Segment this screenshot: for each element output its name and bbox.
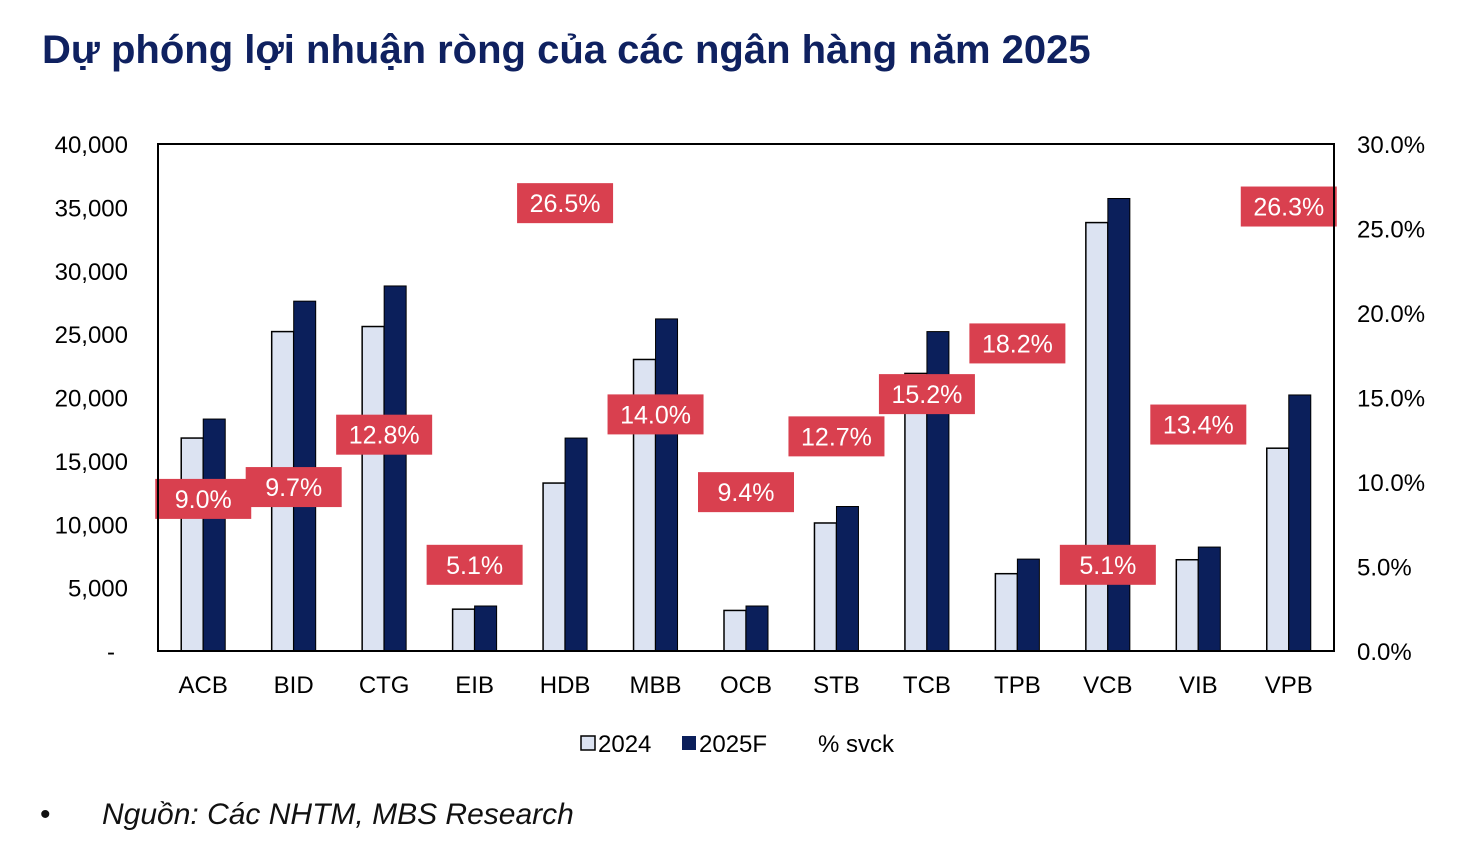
x-tick-label: STB — [813, 672, 860, 699]
pct-label-box — [245, 467, 342, 508]
legend-label-pct: % svck — [818, 731, 895, 758]
bar-2025f — [564, 437, 588, 652]
y-tick-label: 40,000 — [55, 132, 128, 159]
pct-label: 9.4% — [718, 479, 775, 507]
bar-2024 — [542, 482, 566, 652]
pct-label-box — [788, 416, 885, 457]
pct-label: 18.2% — [982, 330, 1053, 358]
pct-label-box — [336, 414, 433, 455]
pct-label-box — [1150, 404, 1247, 445]
y-tick-label: 15,000 — [55, 449, 128, 476]
x-tick-label: HDB — [540, 672, 591, 699]
plot-frame — [157, 143, 1335, 652]
bar-2024 — [180, 437, 204, 652]
x-tick-label: VPB — [1265, 672, 1313, 699]
pct-label-box — [969, 323, 1066, 364]
bar-2024 — [1085, 221, 1109, 652]
y2-tick-label: 10.0% — [1357, 470, 1425, 497]
y2-tick-label: 5.0% — [1357, 555, 1412, 582]
pct-label: 12.7% — [801, 423, 872, 451]
x-tick-label: EIB — [455, 672, 494, 699]
x-tick-label: VCB — [1083, 672, 1132, 699]
legend-label-2025f: 2025F — [699, 731, 767, 758]
pct-label: 14.0% — [620, 401, 691, 429]
pct-label: 9.0% — [175, 486, 232, 514]
y-tick-label: - — [107, 639, 115, 666]
bar-2025f — [1288, 394, 1312, 652]
bar-2024 — [813, 522, 838, 652]
source-text: Nguồn: Các NHTM, MBS Research — [102, 798, 574, 831]
bar-2025f — [383, 285, 407, 652]
source-note: • Nguồn: Các NHTM, MBS Research — [40, 798, 574, 832]
pct-label-box — [1059, 544, 1156, 585]
bar-2024 — [723, 609, 747, 652]
bar-2024 — [1175, 558, 1200, 652]
bar-2024 — [451, 608, 476, 652]
pct-label: 15.2% — [891, 381, 962, 409]
x-tick-label: TCB — [903, 672, 951, 699]
bar-2024 — [994, 572, 1019, 652]
legend-label-2024: 2024 — [598, 731, 651, 758]
pct-label-box — [517, 183, 614, 224]
pct-label: 26.3% — [1253, 194, 1324, 222]
y2-tick-label: 25.0% — [1357, 217, 1425, 244]
pct-label: 12.8% — [349, 422, 420, 450]
x-tick-label: VIB — [1179, 672, 1218, 699]
bar-2025f — [1016, 558, 1040, 652]
bar-2025f — [1197, 546, 1221, 652]
pct-label: 5.1% — [1079, 552, 1136, 580]
y-tick-label: 10,000 — [55, 512, 128, 539]
bar-2024 — [1266, 447, 1290, 652]
bullet: • — [40, 798, 51, 831]
pct-label: 26.5% — [530, 190, 601, 218]
pct-label-box — [155, 478, 252, 519]
y-tick-label: 25,000 — [55, 322, 128, 349]
page-title: Dự phóng lợi nhuận ròng của các ngân hàn… — [42, 28, 1091, 72]
y2-tick-label: 0.0% — [1357, 639, 1412, 666]
y2-tick-label: 30.0% — [1357, 132, 1425, 159]
y2-tick-label: 15.0% — [1357, 386, 1425, 413]
x-tick-label: CTG — [359, 672, 410, 699]
legend-swatch-2025f — [682, 736, 696, 750]
bar-2025f — [474, 605, 498, 652]
pct-label: 5.1% — [446, 552, 503, 580]
y-tick-label: 20,000 — [55, 386, 128, 413]
bar-2024 — [904, 372, 928, 652]
x-tick-label: BID — [274, 672, 314, 699]
pct-label-box — [1240, 186, 1337, 227]
x-tick-label: OCB — [720, 672, 772, 699]
x-tick-label: ACB — [179, 672, 228, 699]
bar-2025f — [835, 506, 859, 652]
pct-label-box — [426, 544, 523, 585]
pct-label-box — [607, 394, 704, 435]
pct-label: 13.4% — [1163, 412, 1234, 440]
pct-label: 9.7% — [265, 474, 322, 502]
x-tick-label: MBB — [630, 672, 682, 699]
x-tick-label: TPB — [994, 672, 1041, 699]
bar-2025f — [202, 418, 226, 652]
pct-label-box — [878, 374, 975, 415]
bar-2025f — [745, 605, 769, 652]
bar-2024 — [361, 325, 385, 652]
y2-tick-label: 20.0% — [1357, 301, 1425, 328]
y-tick-label: 5,000 — [68, 576, 128, 603]
y-tick-label: 35,000 — [55, 195, 128, 222]
y-tick-label: 30,000 — [55, 259, 128, 286]
legend-swatch-2024 — [580, 735, 596, 751]
bar-2025f — [655, 318, 679, 652]
pct-label-box — [698, 472, 794, 513]
